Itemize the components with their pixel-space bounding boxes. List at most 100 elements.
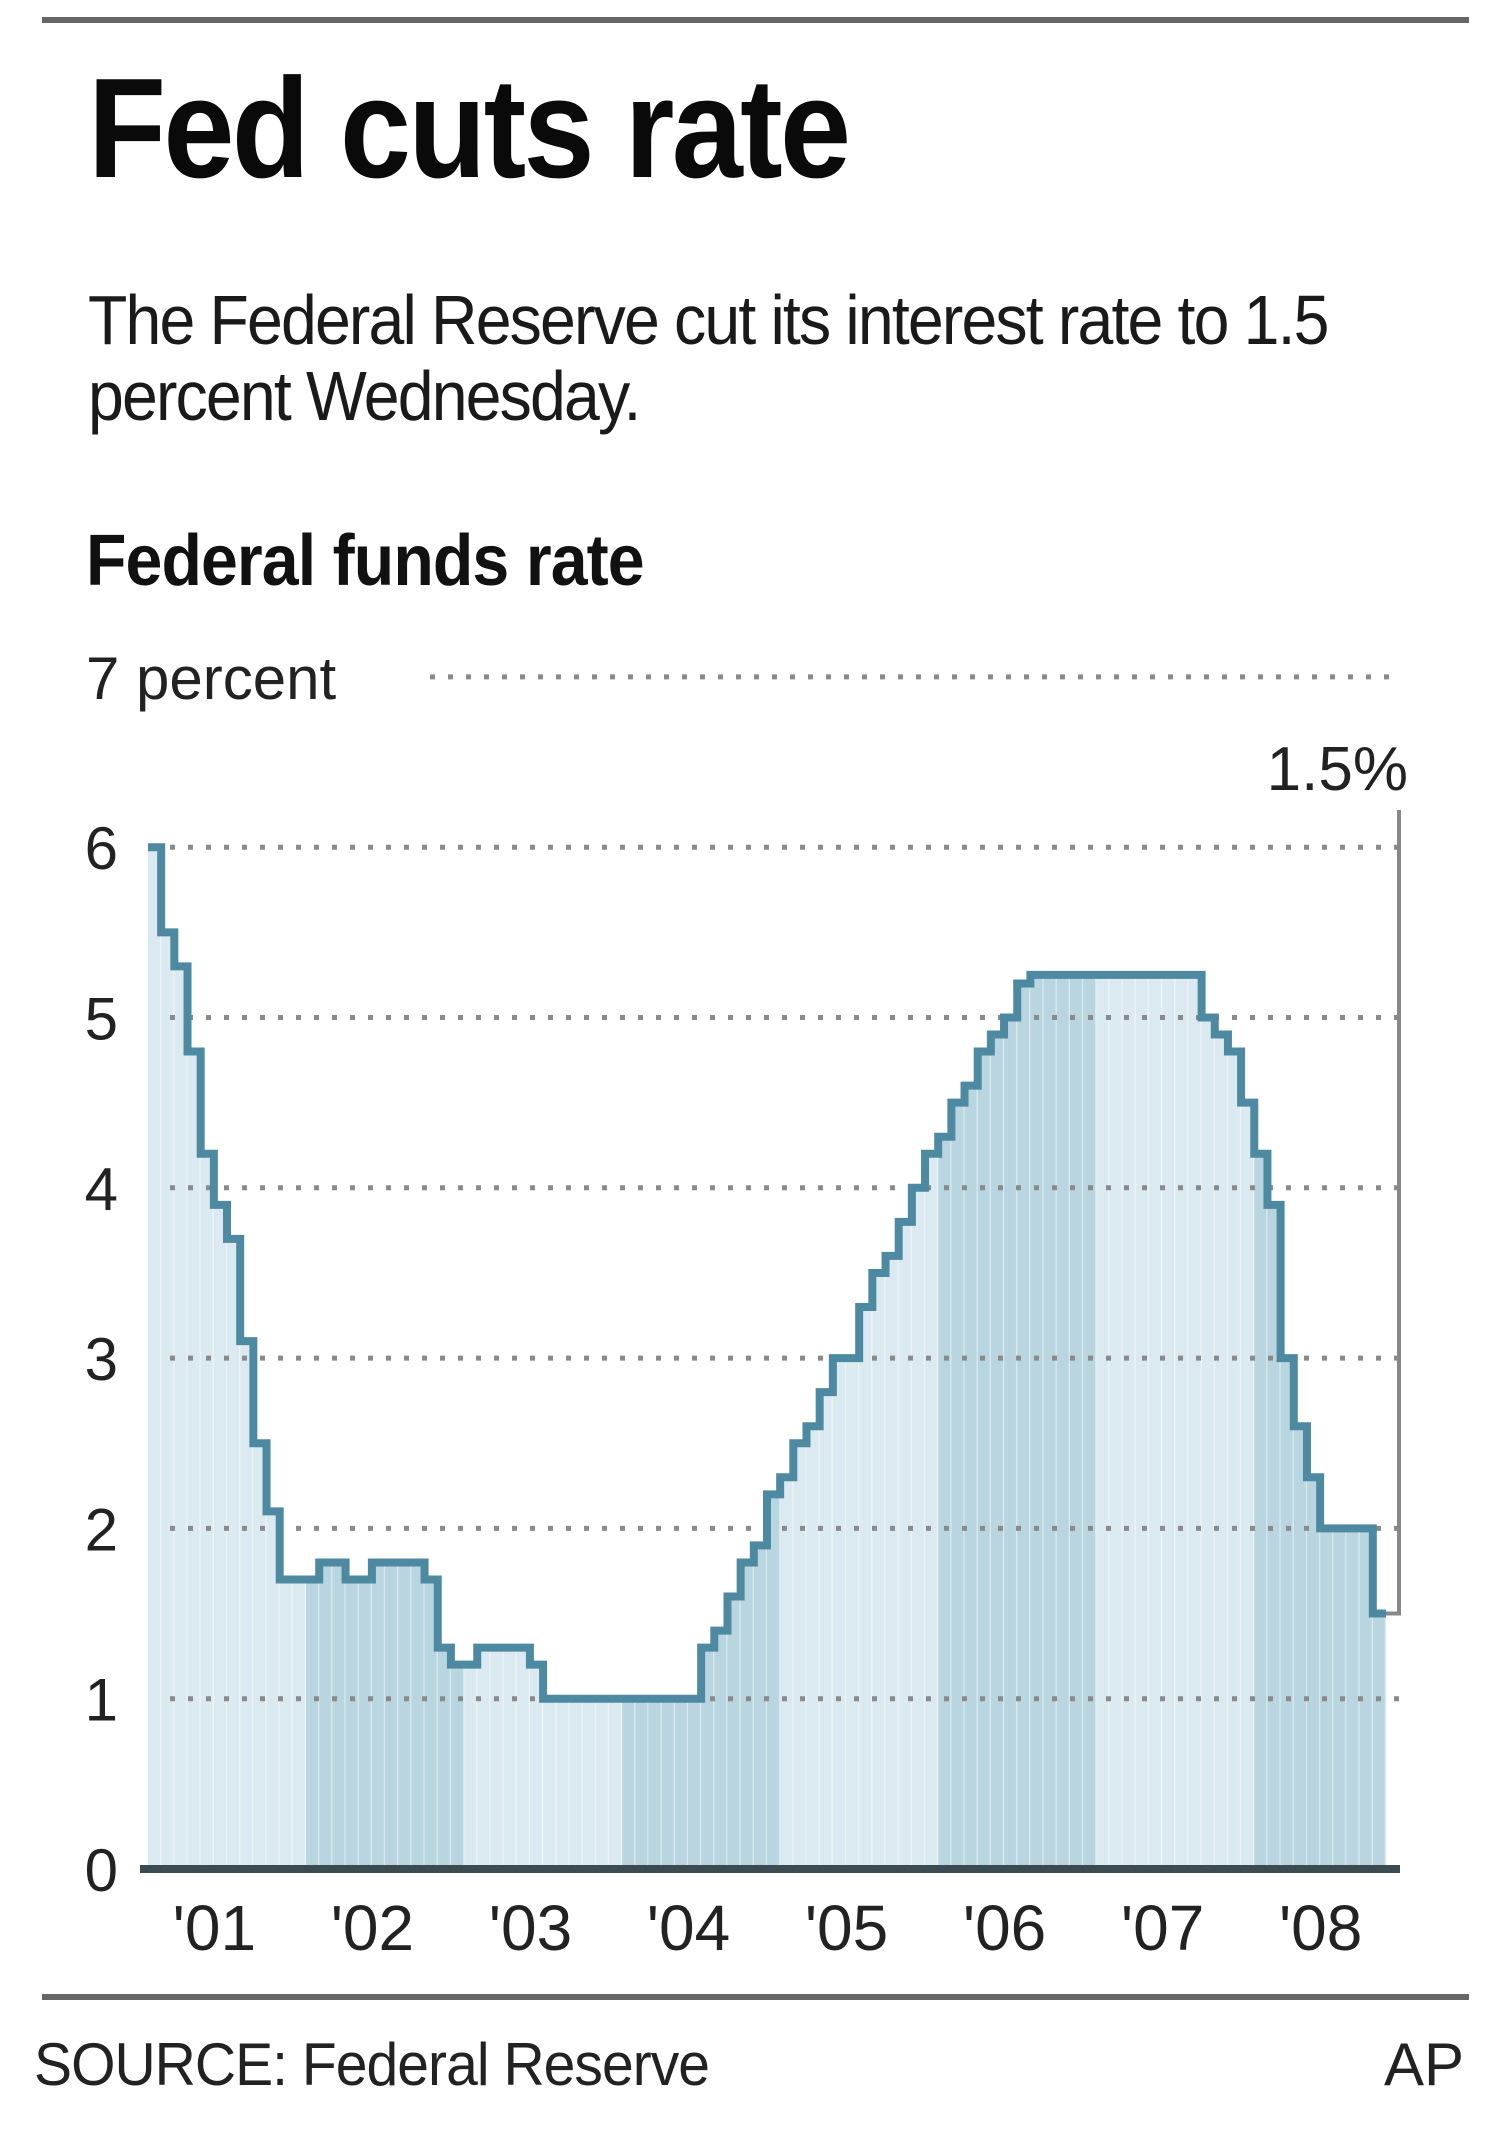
area-bar bbox=[424, 1579, 438, 1869]
area-bar bbox=[1004, 1017, 1018, 1869]
area-bar bbox=[516, 1647, 530, 1869]
area-bar bbox=[227, 1238, 241, 1869]
area-bar bbox=[1306, 1477, 1321, 1869]
area-bar bbox=[200, 1153, 214, 1869]
area-bar bbox=[1056, 974, 1070, 1869]
x-tick-label: '07 bbox=[1121, 1892, 1204, 1964]
credit: AP bbox=[1383, 2031, 1464, 2098]
area-bar bbox=[1043, 974, 1057, 1869]
area-bar bbox=[437, 1647, 451, 1869]
area-bar bbox=[543, 1698, 557, 1869]
top-rule bbox=[42, 17, 1469, 23]
x-tick-label: '06 bbox=[963, 1892, 1046, 1964]
area-bar bbox=[951, 1102, 965, 1869]
area-bar bbox=[240, 1341, 254, 1869]
area-bar bbox=[832, 1358, 847, 1869]
area-bar bbox=[306, 1579, 320, 1869]
area-bar bbox=[161, 932, 175, 1869]
source-note: SOURCE: Federal Reserve bbox=[34, 2031, 710, 2098]
area-bar bbox=[371, 1562, 386, 1869]
area-bar bbox=[279, 1579, 293, 1869]
area-bar bbox=[1017, 983, 1031, 1869]
area-bar bbox=[1135, 974, 1149, 1869]
area-bar bbox=[740, 1562, 754, 1869]
area-bar bbox=[608, 1698, 623, 1869]
area-bar bbox=[1148, 974, 1163, 1869]
area-bar bbox=[687, 1698, 702, 1869]
area-bar bbox=[1162, 974, 1176, 1869]
area-bar bbox=[635, 1698, 649, 1869]
y-tick-label: 1 bbox=[85, 1667, 118, 1734]
area-bar bbox=[753, 1545, 767, 1869]
area-bar bbox=[714, 1630, 728, 1869]
area-bar bbox=[1069, 974, 1084, 1869]
area-bar bbox=[1214, 1034, 1228, 1869]
area-bar bbox=[819, 1392, 833, 1869]
area-bar bbox=[780, 1477, 794, 1869]
area-bar bbox=[385, 1562, 399, 1869]
area-bar bbox=[1201, 1017, 1215, 1869]
area-bar bbox=[898, 1221, 912, 1869]
area-bar bbox=[1175, 974, 1189, 1869]
area-bar bbox=[885, 1255, 899, 1869]
series-line bbox=[148, 843, 1386, 1703]
gridlines bbox=[170, 674, 1400, 1702]
area-bar bbox=[266, 1511, 280, 1869]
area-bar bbox=[464, 1664, 478, 1869]
area-bar bbox=[1293, 1426, 1307, 1869]
x-tick-label: '01 bbox=[173, 1892, 256, 1964]
x-tick-label: '03 bbox=[489, 1892, 572, 1964]
area-bar bbox=[1188, 974, 1202, 1869]
area-bar bbox=[859, 1307, 873, 1869]
area-bar bbox=[1030, 974, 1044, 1869]
area-bar bbox=[1267, 1204, 1281, 1869]
area-bar bbox=[529, 1664, 544, 1869]
area-bar bbox=[846, 1358, 860, 1869]
y-tick-label: 4 bbox=[85, 1156, 118, 1223]
bottom-rule bbox=[42, 1994, 1469, 2000]
area-fill bbox=[148, 847, 1387, 1869]
area-bar bbox=[964, 1085, 978, 1869]
area-bar bbox=[332, 1562, 346, 1869]
area-bar bbox=[411, 1562, 425, 1869]
area-bar bbox=[556, 1698, 570, 1869]
area-bar bbox=[1096, 974, 1110, 1869]
area-bar bbox=[345, 1579, 359, 1869]
area-bar bbox=[1227, 1051, 1242, 1869]
area-bar bbox=[1254, 1153, 1268, 1869]
area-bar bbox=[253, 1443, 267, 1869]
area-bar bbox=[1122, 974, 1136, 1869]
subtitle: The Federal Reserve cut its interest rat… bbox=[88, 281, 1329, 435]
area-bar bbox=[622, 1698, 636, 1869]
y-tick-label: 7 percent bbox=[86, 645, 336, 712]
area-bar bbox=[1372, 1613, 1386, 1869]
x-tick-label: '05 bbox=[805, 1892, 888, 1964]
area-bar bbox=[1280, 1358, 1294, 1869]
area-bar bbox=[793, 1443, 807, 1869]
area-bar bbox=[358, 1579, 372, 1869]
area-bar bbox=[1241, 1102, 1255, 1869]
area-bar bbox=[174, 966, 188, 1869]
area-bar bbox=[569, 1698, 583, 1869]
annotation-label: 1.5% bbox=[1267, 735, 1408, 804]
area-bar bbox=[582, 1698, 596, 1869]
area-bar bbox=[187, 1051, 201, 1869]
area-bar bbox=[319, 1562, 333, 1869]
rate-line bbox=[148, 843, 1386, 1703]
area-bar bbox=[1333, 1528, 1347, 1869]
area-bar bbox=[925, 1153, 939, 1869]
x-tick-label: '08 bbox=[1279, 1892, 1362, 1964]
area-bar bbox=[806, 1426, 820, 1869]
area-bar bbox=[766, 1494, 781, 1869]
area-bar bbox=[503, 1647, 517, 1869]
area-bar bbox=[1109, 974, 1123, 1869]
annotation-line bbox=[1385, 810, 1401, 1616]
y-tick-label: 0 bbox=[85, 1837, 118, 1904]
area-bar bbox=[674, 1698, 688, 1869]
area-bar bbox=[398, 1562, 412, 1869]
area-bar bbox=[1346, 1528, 1360, 1869]
area-bar bbox=[911, 1187, 926, 1869]
area-bar bbox=[490, 1647, 504, 1869]
y-tick-label: 3 bbox=[85, 1326, 118, 1393]
